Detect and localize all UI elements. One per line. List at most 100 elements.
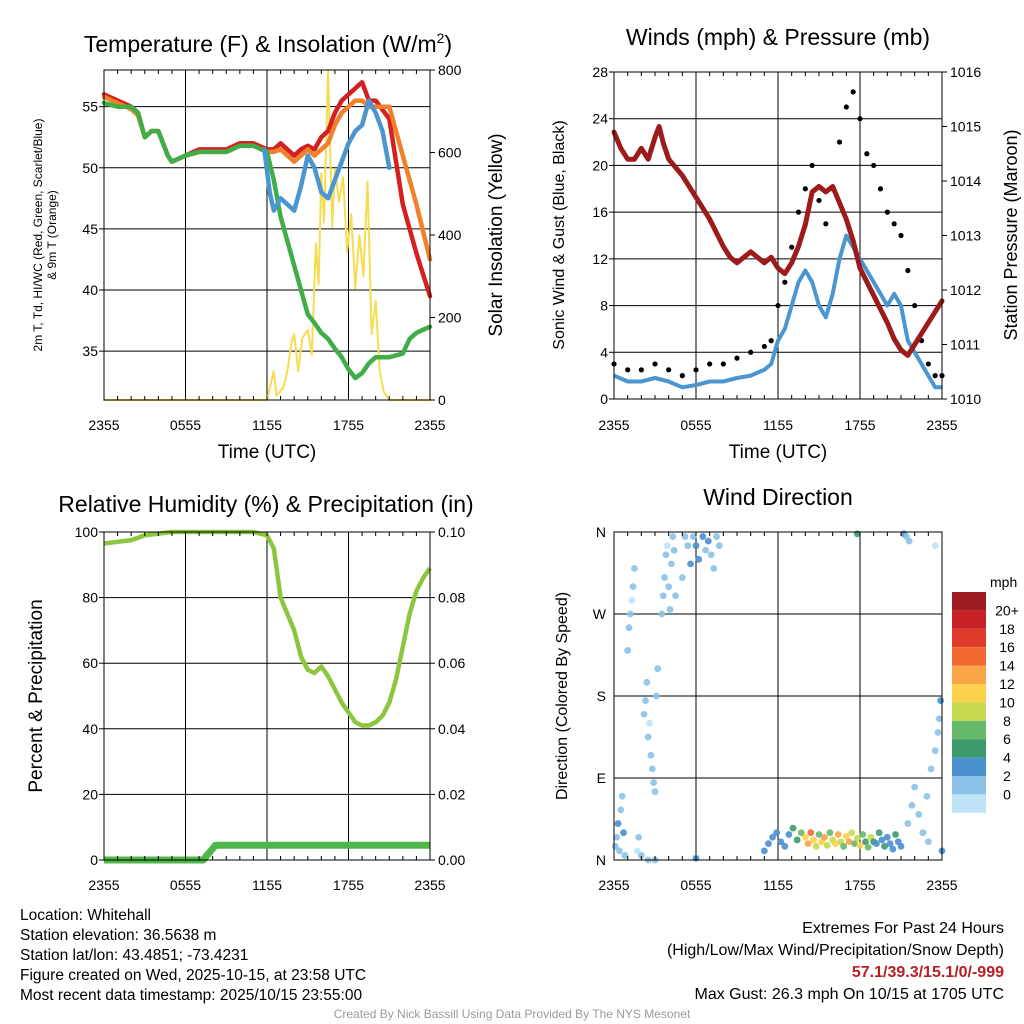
temperature-x-tick-label: 0555	[170, 417, 201, 433]
humidity-x-tick-label: 0555	[170, 877, 201, 893]
wind-direction-point	[773, 829, 781, 837]
wind-direction-point	[883, 833, 891, 841]
gust-point	[857, 116, 863, 122]
wind-direction-point	[845, 838, 853, 846]
humidity-y-tick-label: 80	[82, 590, 98, 606]
wind-direction-point	[937, 697, 945, 704]
gust-point	[707, 361, 713, 367]
wind-direction-point	[707, 551, 715, 559]
gust-point	[775, 302, 781, 309]
wind-direction-point	[908, 801, 916, 809]
wind-direction-point	[927, 765, 935, 773]
wind-direction-point	[765, 840, 772, 847]
gust-point	[734, 355, 740, 361]
humidity-x-tick-label: 2355	[88, 877, 119, 893]
extremes-heading: Extremes For Past 24 Hours	[802, 920, 1004, 937]
legend-swatch	[952, 592, 986, 611]
extremes-subheading: (High/Low/Max Wind/Precipitation/Snow De…	[666, 942, 1004, 959]
legend-label: 12	[999, 676, 1015, 692]
gust-point	[925, 361, 931, 367]
winds-y-tick-label: 20	[592, 157, 608, 173]
precip-y-tick-label: 0.08	[438, 590, 465, 606]
legend-swatch	[952, 628, 986, 648]
wind-direction-point	[699, 533, 707, 540]
gust-point	[802, 186, 808, 192]
wind-direction-point	[842, 832, 850, 840]
wind-direction-point	[911, 783, 919, 791]
wind-direction-point	[781, 842, 789, 850]
wind-direction-point	[666, 606, 674, 613]
wind-direction-point	[935, 715, 943, 723]
recent-data-timestamp: Most recent data timestamp: 2025/10/15 2…	[20, 987, 363, 1004]
precip-y-tick-label: 0.10	[438, 524, 465, 540]
station-elevation: Station elevation: 36.5638 m	[20, 927, 217, 944]
wind-direction-point	[662, 551, 670, 559]
wind-direction-point	[789, 824, 797, 832]
legend-swatch	[952, 665, 986, 684]
precip-y-tick-label: 0.00	[438, 852, 465, 868]
wind-direction-point	[629, 583, 637, 591]
pressure-y-tick-label: 1010	[950, 391, 981, 407]
gust-point	[905, 267, 911, 274]
sonic-wind-line	[613, 233, 942, 390]
wind-direction-points	[611, 530, 946, 864]
temperature-panel: Temperature (F) & Insolation (W/m2) 2355…	[31, 30, 507, 463]
humidity-y-tick-label: 20	[82, 786, 98, 802]
gust-point	[850, 89, 856, 95]
pressure-y2-axis-label: Station Pressure (Maroon)	[1001, 129, 1021, 340]
wind-direction-panel: Wind Direction 2355 0555 1155 1755 2355 N E S W N…	[554, 484, 1019, 893]
temperature-axes: 2355 0555 1155 1755 2355 35 40 45 50 55 0 200 400 600…	[82, 62, 461, 433]
wind-direction-point	[651, 788, 659, 796]
wind-direction-point	[624, 647, 632, 654]
wind-direction-point	[931, 747, 939, 755]
legend-swatch	[952, 757, 986, 776]
winds-x-tick-label: 2355	[598, 417, 629, 433]
temperature-y-tick-label: 50	[82, 160, 98, 176]
legend-swatch	[952, 702, 986, 721]
wind-direction-point	[640, 710, 648, 718]
wind-direction-point	[669, 533, 677, 540]
gust-point	[789, 244, 795, 250]
wind-direction-point	[620, 829, 627, 837]
wind-direction-point	[650, 779, 658, 786]
pressure-y-tick-label: 1011	[950, 337, 980, 353]
legend-swatch	[952, 647, 986, 666]
wind-direction-axes: 2355 0555 1155 1755 2355 N E S W N	[593, 524, 958, 893]
humidity-y-axis-label: Percent & Precipitation	[26, 599, 47, 792]
wind-direction-y-tick-label: E	[597, 770, 606, 786]
solar-y-tick-label: 800	[438, 62, 462, 78]
solar-y-tick-label: 600	[438, 145, 462, 161]
credit-line: Created By Nick Bassill Using Data Provi…	[333, 1007, 691, 1021]
wind-direction-point	[862, 838, 869, 846]
temperature-series-hiwc-line	[262, 98, 392, 213]
wind-direction-point	[672, 592, 679, 600]
wind-direction-point	[713, 533, 720, 540]
temperature-y-tick-label: 40	[82, 282, 98, 298]
gust-point	[932, 373, 938, 379]
wind-direction-point	[642, 697, 649, 704]
legend-label: 6	[1003, 731, 1011, 747]
gust-point	[795, 209, 802, 215]
pressure-y-tick-label: 1014	[950, 173, 981, 189]
wind-direction-point	[678, 574, 686, 581]
gust-point	[761, 343, 767, 350]
wind-direction-point	[919, 829, 927, 837]
wind-direction-point	[617, 806, 625, 814]
wind-direction-point	[923, 792, 931, 800]
humidity-x-tick-label: 1755	[333, 877, 364, 893]
wind-direction-point	[859, 831, 867, 838]
gust-point	[625, 367, 631, 373]
wind-direction-point	[931, 542, 939, 550]
wind-direction-point	[681, 533, 689, 540]
extremes-values: 57.1/39.3/15.1/0/-999	[851, 964, 1004, 981]
wind-direction-point	[864, 843, 872, 851]
winds-grid	[613, 71, 943, 400]
legend-swatch	[952, 776, 986, 795]
solar-y-tick-label: 400	[438, 227, 462, 243]
wind-direction-point	[663, 542, 671, 550]
precip-y-tick-label: 0.04	[438, 721, 465, 737]
wind-direction-point	[652, 692, 660, 700]
wind-direction-x-tick-label: 1755	[844, 877, 875, 893]
legend-label: 10	[999, 694, 1015, 710]
temperature-series-td-line	[101, 100, 433, 381]
